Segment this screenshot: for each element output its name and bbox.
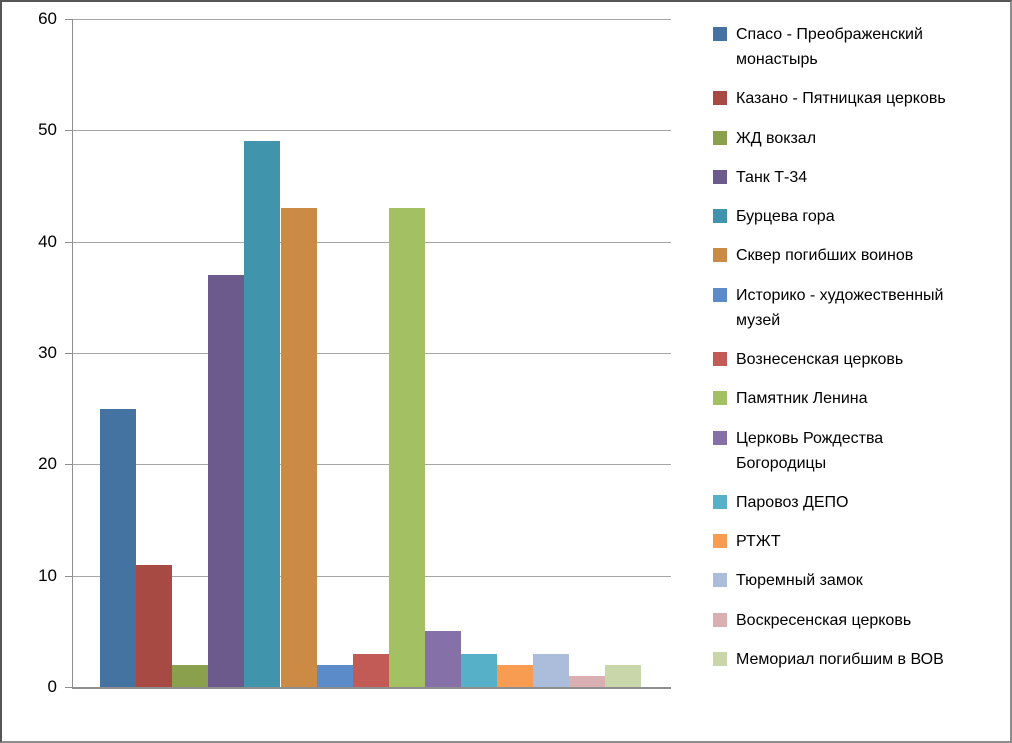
legend-swatch-icon <box>713 248 727 263</box>
legend-item: Историко - художественный музей <box>713 283 1009 333</box>
legend-item: Паровоз ДЕПО <box>713 490 1009 515</box>
gridline <box>73 242 671 243</box>
legend-item: Воскресенская церковь <box>713 608 1009 633</box>
bar-series-7 <box>317 665 353 687</box>
gridline <box>73 576 671 577</box>
gridline <box>73 19 671 20</box>
legend-swatch-icon <box>713 169 727 184</box>
y-tick-mark <box>65 687 72 688</box>
legend-item: Спасо - Преображенский монастырь <box>713 22 1009 72</box>
legend-item: Казано - Пятницкая церковь <box>713 86 1009 111</box>
legend-swatch-icon <box>713 651 727 666</box>
legend-item: Танк Т-34 <box>713 165 1009 190</box>
bar-series-5 <box>244 141 280 687</box>
legend-label: Бурцева гора <box>736 208 835 226</box>
y-tick-label: 50 <box>38 120 57 139</box>
legend-swatch-icon <box>713 351 727 366</box>
legend-label: Историко - художественный музей <box>736 286 944 329</box>
legend-item: Памятник Ленина <box>713 386 1009 411</box>
bar-series-10 <box>425 631 461 687</box>
y-tick-label: 30 <box>38 343 57 362</box>
gridline <box>73 353 671 354</box>
y-tick-mark <box>65 576 72 577</box>
legend-label: Церковь Рождества Богородицы <box>736 429 884 472</box>
legend-item: Бурцева гора <box>713 204 1009 229</box>
legend-swatch-icon <box>713 430 727 445</box>
bar-series-12 <box>497 665 533 687</box>
legend-item: Тюремный замок <box>713 568 1009 593</box>
bar-series-11 <box>461 654 497 687</box>
legend-item: Вознесенская церковь <box>713 347 1009 372</box>
legend-swatch-icon <box>713 612 727 627</box>
legend-swatch-icon <box>713 287 727 302</box>
legend-swatch-icon <box>713 494 727 509</box>
bar-series-2 <box>136 565 172 687</box>
legend-label: Вознесенская церковь <box>736 350 904 368</box>
plot-area <box>72 19 671 689</box>
legend-label: Тюремный замок <box>736 572 863 590</box>
bar-series-15 <box>605 665 641 687</box>
legend-label: Сквер погибших воинов <box>736 247 914 265</box>
legend-label: ЖД вокзал <box>736 129 817 147</box>
legend: Спасо - Преображенский монастырь Казано -… <box>713 22 1009 672</box>
bar-series-14 <box>569 676 605 687</box>
legend-item: РТЖТ <box>713 529 1009 554</box>
y-tick-label: 0 <box>47 677 57 696</box>
legend-label: РТЖТ <box>736 533 781 551</box>
bar-series-6 <box>281 208 317 687</box>
legend-label: Мемориал погибшим в ВОВ <box>736 650 944 668</box>
gridline <box>73 464 671 465</box>
bar-series-3 <box>172 665 208 687</box>
bar-series-4 <box>208 275 244 687</box>
y-tick-mark <box>65 353 72 354</box>
y-tick-label: 10 <box>38 566 57 585</box>
y-tick-label: 40 <box>38 232 57 251</box>
legend-swatch-icon <box>713 209 727 224</box>
legend-label: Паровоз ДЕПО <box>736 493 849 511</box>
legend-swatch-icon <box>713 27 727 41</box>
legend-label: Спасо - Преображенский монастырь <box>736 26 923 68</box>
legend-item: ЖД вокзал <box>713 126 1009 151</box>
y-tick-label: 60 <box>38 9 57 28</box>
bar-series-8 <box>353 654 389 687</box>
legend-label: Памятник Ленина <box>736 390 868 408</box>
legend-label: Казано - Пятницкая церковь <box>736 90 946 108</box>
legend-swatch-icon <box>713 391 727 406</box>
legend-label: Танк Т-34 <box>736 168 808 186</box>
legend-item: Церковь Рождества Богородицы <box>713 426 1009 476</box>
bar-series-13 <box>533 654 569 687</box>
y-tick-mark <box>65 242 72 243</box>
bar-series-1 <box>100 409 136 687</box>
legend-label: Воскресенская церковь <box>736 611 912 629</box>
legend-item: Мемориал погибшим в ВОВ <box>713 647 1009 672</box>
legend-swatch-icon <box>713 91 727 106</box>
bar-series-9 <box>389 208 425 687</box>
gridline <box>73 130 671 131</box>
legend-swatch-icon <box>713 534 727 549</box>
y-tick-mark <box>65 464 72 465</box>
y-tick-label: 20 <box>38 454 57 473</box>
y-tick-mark <box>65 130 72 131</box>
legend-item: Сквер погибших воинов <box>713 243 1009 268</box>
legend-swatch-icon <box>713 573 727 588</box>
legend-swatch-icon <box>713 130 727 145</box>
y-tick-mark <box>65 19 72 20</box>
